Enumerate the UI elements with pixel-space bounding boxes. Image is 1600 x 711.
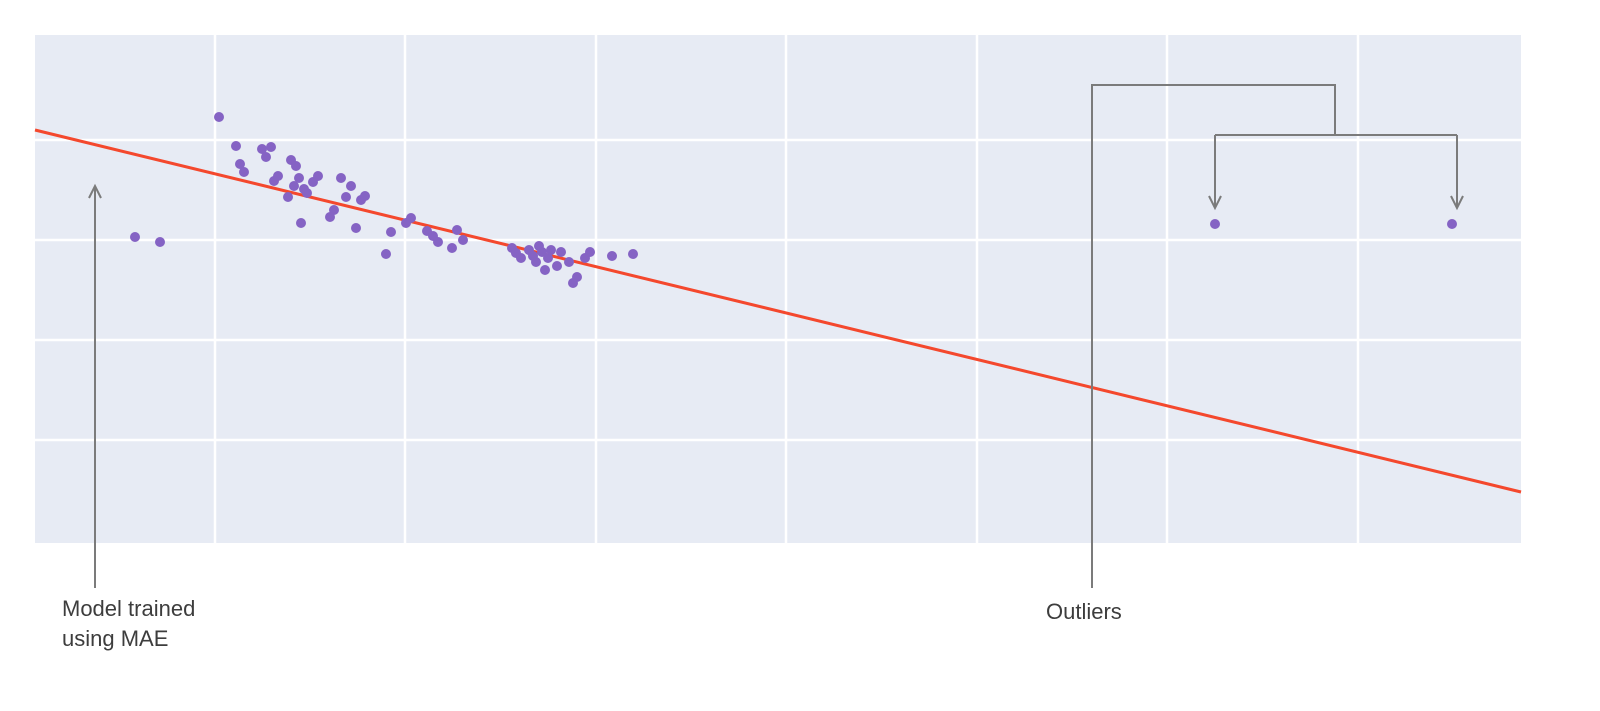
data-point [266, 142, 276, 152]
outlier-point [1210, 219, 1220, 229]
data-point [628, 249, 638, 259]
data-point [346, 181, 356, 191]
data-point [552, 261, 562, 271]
data-point [564, 257, 574, 267]
data-point [329, 205, 339, 215]
data-point [447, 243, 457, 253]
data-point [341, 192, 351, 202]
data-point [302, 188, 312, 198]
arrowhead-down-icon [1450, 195, 1464, 211]
data-point [313, 171, 323, 181]
data-point [130, 232, 140, 242]
data-point [433, 237, 443, 247]
data-point [273, 171, 283, 181]
data-point [585, 247, 595, 257]
data-point [458, 235, 468, 245]
data-point [214, 112, 224, 122]
data-point [381, 249, 391, 259]
data-point [546, 245, 556, 255]
data-point [296, 218, 306, 228]
data-point [386, 227, 396, 237]
data-point [336, 173, 346, 183]
outlier-point [1447, 219, 1457, 229]
data-point [540, 265, 550, 275]
outliers-bracket-stem [1091, 84, 1336, 588]
data-point [543, 253, 553, 263]
arrowhead-up-icon [88, 183, 102, 199]
data-point [257, 144, 267, 154]
data-point [283, 192, 293, 202]
data-point [516, 253, 526, 263]
annotation-label-outliers: Outliers [1046, 599, 1122, 624]
data-point [291, 161, 301, 171]
data-point [351, 223, 361, 233]
data-point [235, 159, 245, 169]
data-point [452, 225, 462, 235]
data-point [406, 213, 416, 223]
regression-line [34, 128, 1522, 494]
data-point [531, 257, 541, 267]
data-point [294, 173, 304, 183]
data-point [360, 191, 370, 201]
arrowhead-down-icon [1208, 195, 1222, 211]
annotation-label-mae: Model trained using MAE [62, 596, 196, 651]
data-point [572, 272, 582, 282]
data-point [239, 167, 249, 177]
data-point [607, 251, 617, 261]
data-point [231, 141, 241, 151]
data-point [556, 247, 566, 257]
data-point [155, 237, 165, 247]
data-point [289, 181, 299, 191]
data-point [261, 152, 271, 162]
plot-background [35, 35, 1521, 543]
